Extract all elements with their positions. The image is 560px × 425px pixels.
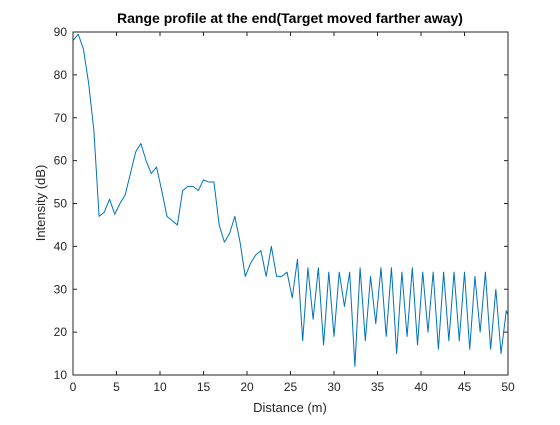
x-tick-label: 0 (70, 380, 77, 394)
x-tick-label: 50 (501, 380, 515, 394)
y-tick-label: 40 (54, 239, 68, 253)
x-tick-label: 5 (113, 380, 120, 394)
y-axis-label: Intensity (dB) (33, 165, 48, 242)
series-layer (72, 33, 509, 367)
y-tick-label: 70 (54, 111, 68, 125)
x-tick-label: 35 (371, 380, 385, 394)
y-tick-label: 20 (54, 325, 68, 339)
y-tick-label: 10 (54, 368, 68, 382)
x-axis-label: Distance (m) (253, 400, 327, 415)
y-tick-label: 90 (54, 25, 68, 39)
x-axis-ticks: 0 5 10 15 20 25 30 35 40 45 50 (70, 32, 515, 394)
x-tick-label: 25 (284, 380, 298, 394)
x-tick-label: 45 (458, 380, 472, 394)
y-tick-label: 50 (54, 197, 68, 211)
y-axis-ticks: 10 20 30 40 50 60 70 80 90 (54, 25, 508, 382)
series-line (72, 33, 509, 367)
chart-title: Range profile at the end(Target moved fa… (117, 10, 463, 26)
plot-area-background (73, 32, 508, 375)
y-tick-label: 60 (54, 154, 68, 168)
x-tick-label: 30 (327, 380, 341, 394)
x-tick-label: 10 (153, 380, 167, 394)
y-tick-label: 30 (54, 282, 68, 296)
x-tick-label: 15 (197, 380, 211, 394)
x-tick-label: 20 (240, 380, 254, 394)
x-tick-label: 40 (414, 380, 428, 394)
y-tick-label: 80 (54, 68, 68, 82)
